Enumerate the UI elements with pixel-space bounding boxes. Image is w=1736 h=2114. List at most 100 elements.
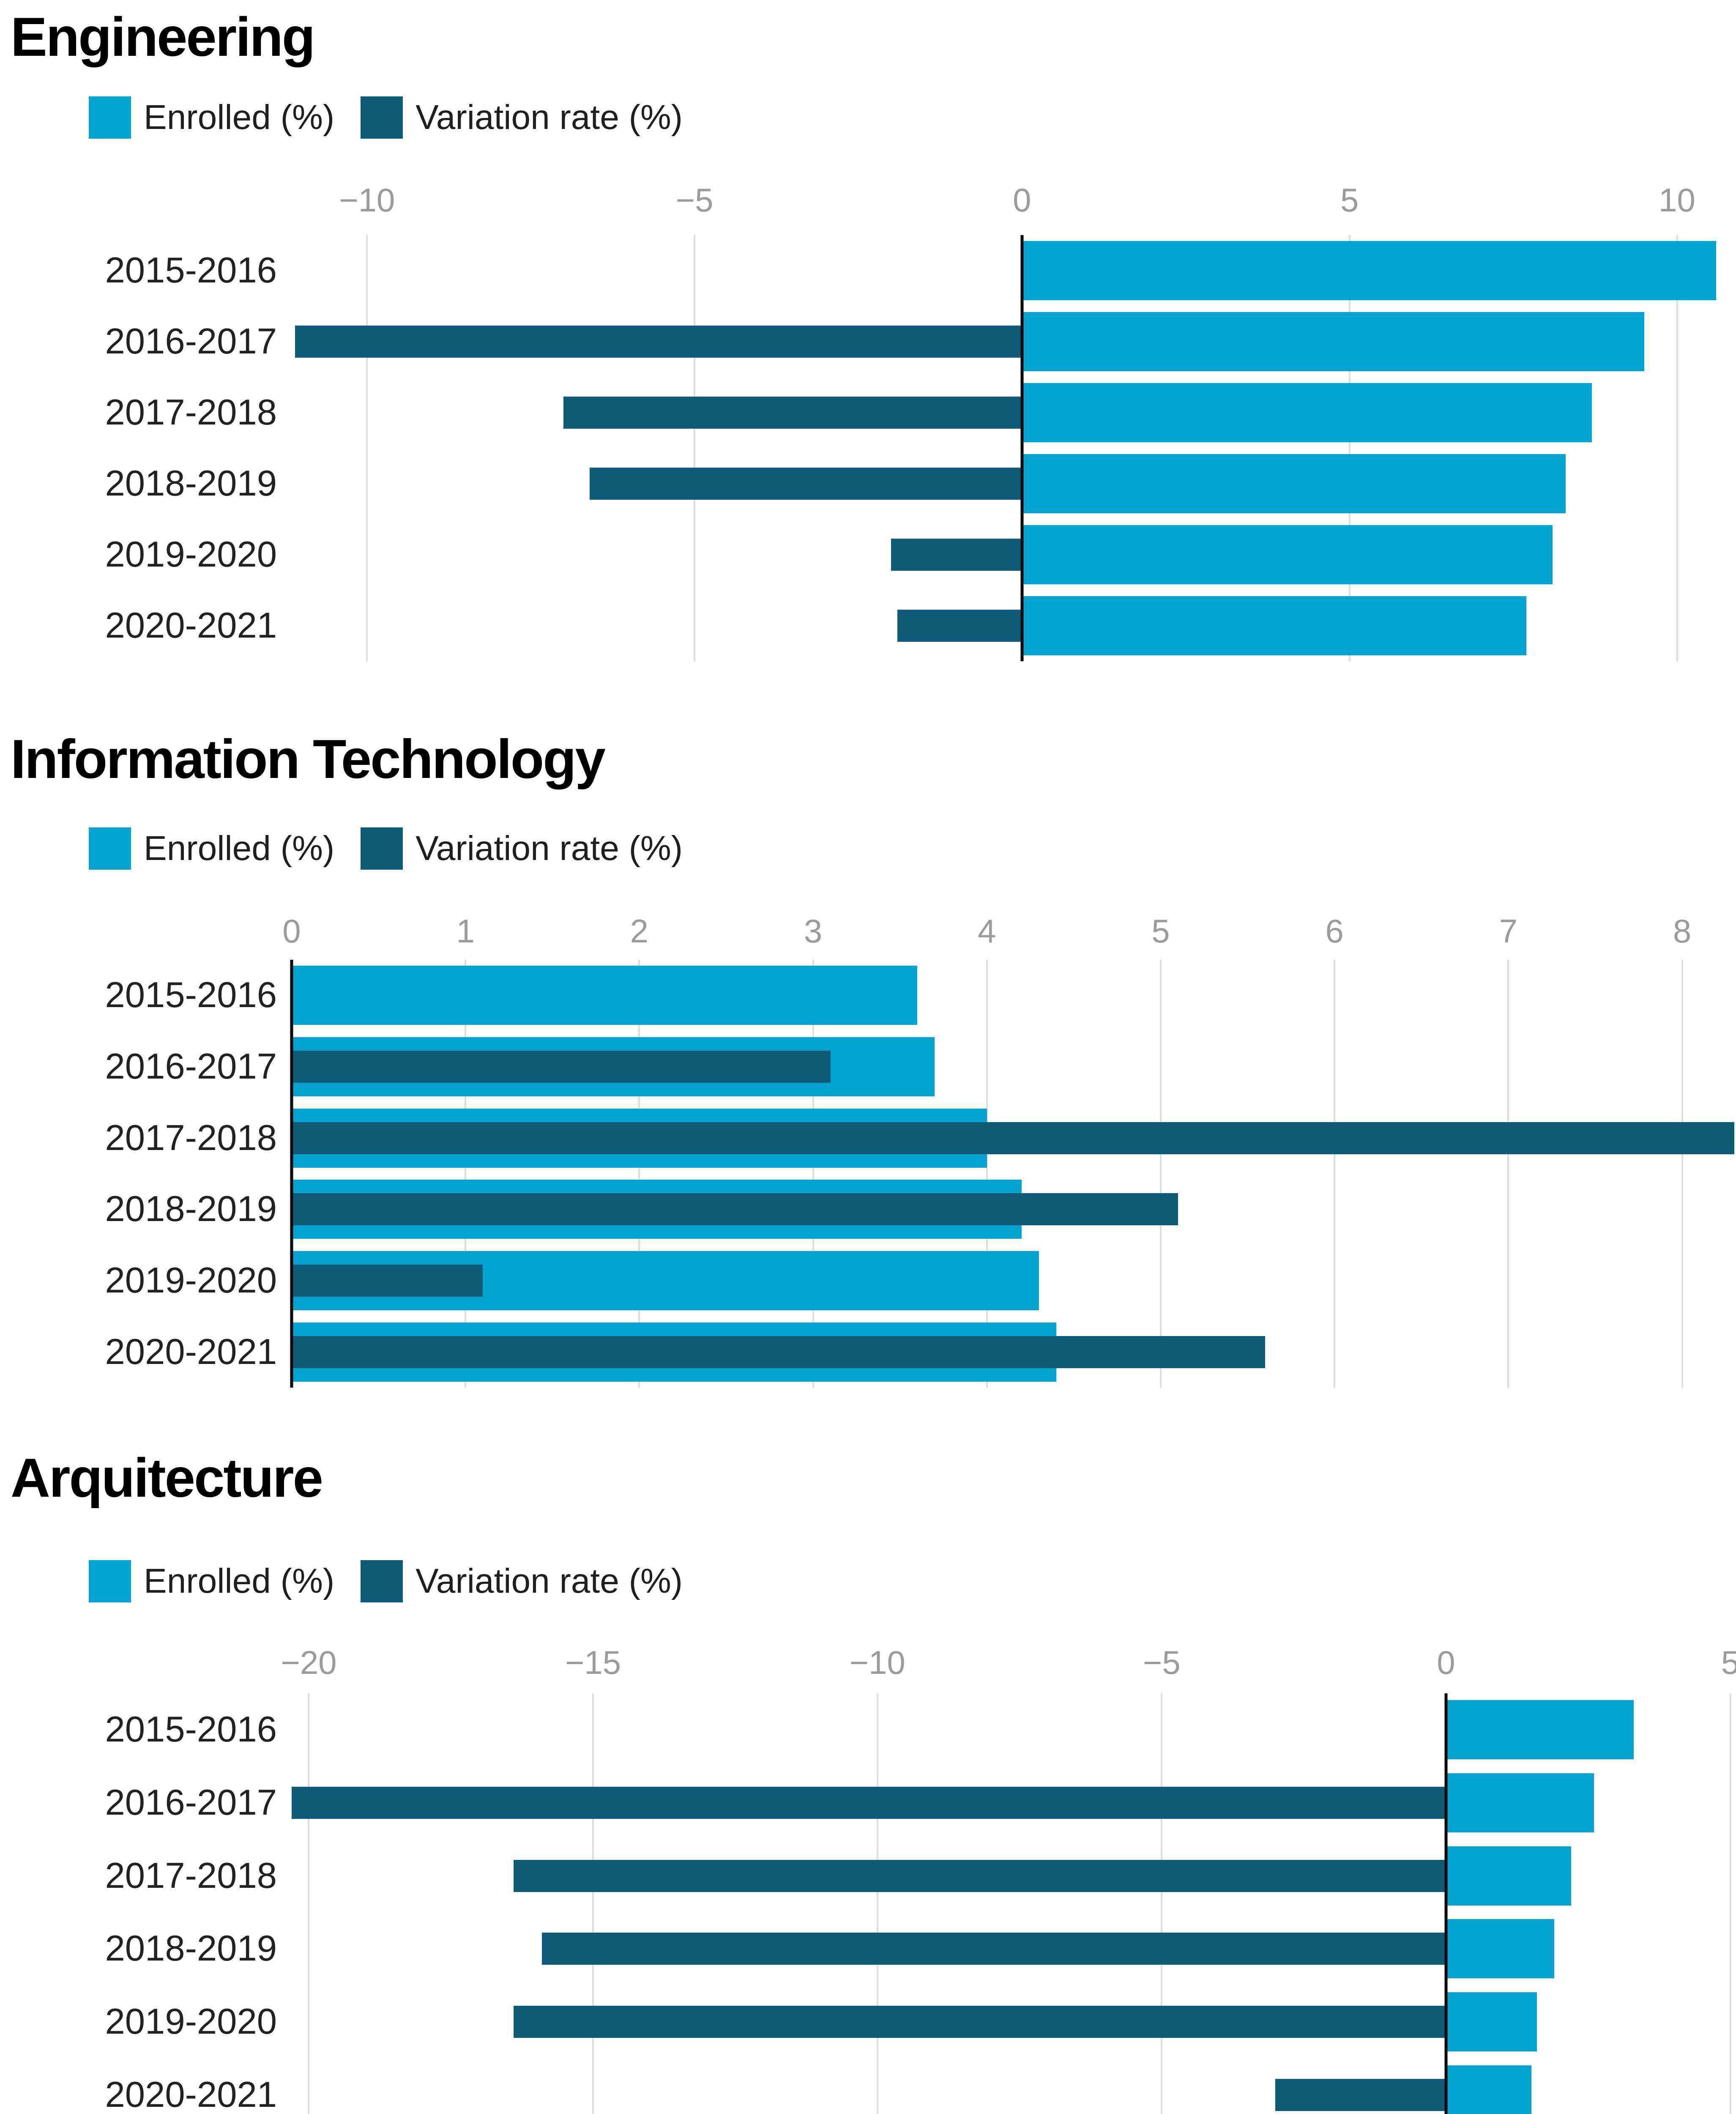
legend-item-variation: Variation rate (%) bbox=[361, 1560, 683, 1602]
category-labels: 2015-2016 2016-2017 2017-2018 2018-2019 2019… bbox=[0, 1693, 277, 2114]
x-axis-ticks: 0 1 2 3 4 5 6 7 8 bbox=[282, 912, 1736, 954]
variation-swatch-icon bbox=[361, 1560, 403, 1602]
category-label: 2020-2021 bbox=[105, 2074, 277, 2114]
legend-item-variation: Variation rate (%) bbox=[361, 96, 683, 139]
chart-row bbox=[292, 1316, 1736, 1388]
gridline bbox=[1348, 235, 1351, 661]
legend: Enrolled (%) Variation rate (%) bbox=[89, 1560, 683, 1602]
category-label: 2019-2020 bbox=[105, 534, 277, 575]
variation-swatch-icon bbox=[361, 827, 403, 870]
chart-row bbox=[292, 448, 1736, 519]
bar-variation bbox=[292, 1264, 483, 1297]
bar-variation bbox=[295, 326, 1022, 358]
bar-enrolled bbox=[1022, 241, 1717, 300]
legend-label-enrolled: Enrolled (%) bbox=[144, 98, 335, 137]
bar-enrolled bbox=[1022, 312, 1645, 371]
chart-section-information-technology: Information Technology Enrolled (%) Vari… bbox=[0, 721, 1736, 1440]
legend-label-enrolled: Enrolled (%) bbox=[144, 1562, 335, 1600]
bar-enrolled bbox=[1446, 1919, 1554, 1979]
legend-item-variation: Variation rate (%) bbox=[361, 827, 683, 870]
chart-row bbox=[292, 519, 1736, 590]
chart-row bbox=[292, 1031, 1736, 1103]
legend-item-enrolled: Enrolled (%) bbox=[89, 827, 334, 870]
x-tick-label: −5 bbox=[1143, 1644, 1181, 1681]
x-tick-label: 0 bbox=[1437, 1644, 1455, 1681]
x-tick-label: 7 bbox=[1499, 912, 1518, 950]
chart-row bbox=[292, 306, 1736, 377]
legend-label-variation: Variation rate (%) bbox=[416, 829, 683, 868]
category-label: 2017-2018 bbox=[105, 1855, 277, 1896]
enrolled-swatch-icon bbox=[89, 827, 131, 870]
gridline bbox=[1507, 960, 1509, 1388]
x-tick-label: 2 bbox=[630, 912, 649, 950]
x-tick-label: −5 bbox=[675, 181, 714, 219]
category-label: 2015-2016 bbox=[105, 250, 277, 290]
bar-enrolled bbox=[1446, 1773, 1594, 1832]
chart-row bbox=[292, 1912, 1736, 1985]
gridline bbox=[1676, 235, 1678, 661]
category-label: 2017-2018 bbox=[105, 392, 277, 433]
category-label: 2016-2017 bbox=[105, 1783, 277, 1823]
chart-row bbox=[292, 1693, 1736, 1766]
gridline bbox=[592, 1693, 594, 2114]
bar-enrolled bbox=[1446, 1992, 1537, 2051]
x-axis-ticks: −10 −5 0 5 10 bbox=[292, 181, 1736, 223]
x-tick-label: 8 bbox=[1673, 912, 1692, 950]
x-tick-label: 5 bbox=[1340, 181, 1359, 219]
x-axis-ticks: −20 −15 −10 −5 0 5 bbox=[281, 1643, 1736, 1686]
category-label: 2016-2017 bbox=[105, 1046, 277, 1087]
legend-label-variation: Variation rate (%) bbox=[416, 98, 683, 137]
bar-enrolled bbox=[1022, 454, 1566, 513]
zero-axis-line bbox=[290, 960, 293, 1388]
bar-variation bbox=[292, 1050, 831, 1083]
gridline bbox=[1334, 960, 1336, 1388]
category-label: 2018-2019 bbox=[105, 463, 277, 504]
gridline bbox=[694, 235, 696, 661]
plot-area-arquitecture bbox=[292, 1693, 1736, 2114]
bar-enrolled bbox=[292, 966, 918, 1025]
gridline bbox=[638, 960, 640, 1388]
chart-row bbox=[292, 960, 1736, 1031]
category-labels: 2015-2016 2016-2017 2017-2018 2018-2019 2019… bbox=[0, 235, 277, 661]
x-tick-label: 1 bbox=[456, 912, 475, 950]
x-tick-label: 5 bbox=[1151, 912, 1170, 950]
category-label: 2018-2019 bbox=[105, 1189, 277, 1230]
chart-title-engineering: Engineering bbox=[11, 6, 315, 68]
bar-enrolled bbox=[1022, 383, 1592, 442]
chart-row bbox=[292, 1102, 1736, 1174]
x-tick-label: 5 bbox=[1721, 1644, 1736, 1681]
x-tick-label: 6 bbox=[1325, 912, 1344, 950]
bar-variation bbox=[513, 2005, 1446, 2038]
bar-enrolled bbox=[1446, 2065, 1531, 2114]
category-label: 2017-2018 bbox=[105, 1117, 277, 1158]
bar-variation bbox=[513, 1859, 1446, 1892]
chart-row bbox=[292, 235, 1736, 306]
chart-row bbox=[292, 2058, 1736, 2114]
x-tick-label: 0 bbox=[1013, 181, 1031, 219]
enrolled-swatch-icon bbox=[89, 1560, 131, 1602]
category-label: 2015-2016 bbox=[105, 1709, 277, 1750]
gridline bbox=[308, 1693, 310, 2114]
chart-row bbox=[292, 1766, 1736, 1840]
category-label: 2020-2021 bbox=[105, 605, 277, 646]
gridline bbox=[465, 960, 467, 1388]
bar-variation bbox=[897, 610, 1022, 642]
bar-variation bbox=[292, 1122, 1734, 1154]
bar-variation bbox=[891, 539, 1022, 571]
bar-variation bbox=[1275, 2078, 1446, 2111]
bar-variation bbox=[563, 397, 1022, 429]
chart-section-arquitecture: Arquitecture Enrolled (%) Variation rate… bbox=[0, 1440, 1736, 2114]
chart-title-information-technology: Information Technology bbox=[11, 728, 606, 790]
gridline bbox=[986, 960, 988, 1388]
x-tick-label: 4 bbox=[978, 912, 996, 950]
gridline bbox=[1681, 960, 1683, 1388]
enrolled-swatch-icon bbox=[89, 96, 131, 139]
x-tick-label: −20 bbox=[281, 1644, 337, 1681]
x-tick-label: 10 bbox=[1659, 181, 1695, 219]
bar-enrolled bbox=[1022, 525, 1553, 584]
variation-swatch-icon bbox=[361, 96, 403, 139]
category-label: 2015-2016 bbox=[105, 975, 277, 1016]
chart-row bbox=[292, 1985, 1736, 2059]
bar-variation bbox=[292, 1193, 1178, 1226]
category-labels: 2015-2016 2016-2017 2017-2018 2018-2019 2019… bbox=[0, 960, 277, 1388]
